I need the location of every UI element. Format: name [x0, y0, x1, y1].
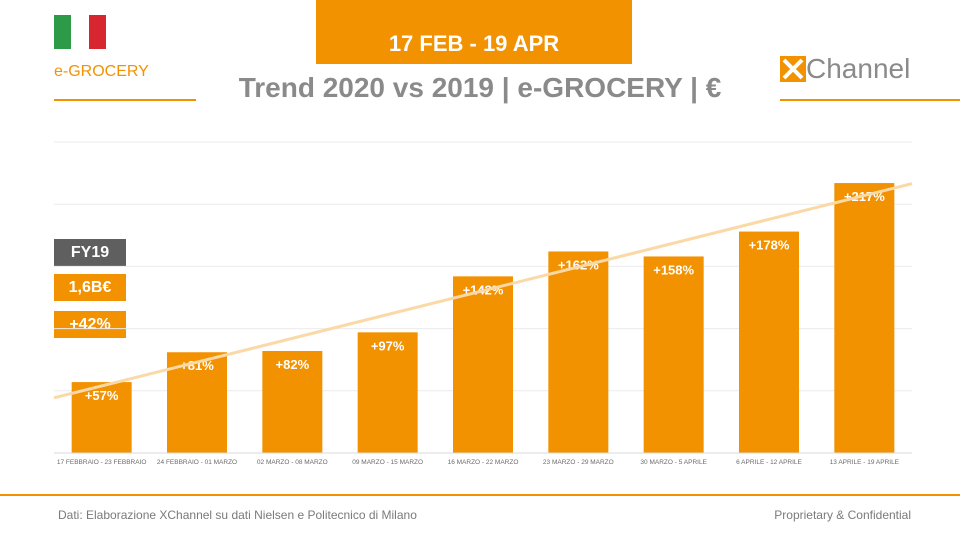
bar-chart: +57% 17 FEBBRAIO - 23 FEBBRAIO +81% 24 FEBB… — [53, 141, 913, 466]
source-note: Dati: Elaborazione XChannel su dati Niel… — [58, 508, 417, 522]
date-range-text: 17 FEB - 19 APR — [388, 31, 560, 56]
confidential-note: Proprietary & Confidential — [774, 508, 911, 522]
fy-value-badge: 1,6B€ — [54, 274, 126, 301]
bar — [453, 276, 513, 453]
data-label: +178% — [749, 238, 790, 253]
logo-text: Channel — [806, 53, 911, 84]
xchannel-logo: Channel — [780, 53, 911, 84]
category-label: 16 MARZO - 22 MARZO — [448, 459, 519, 466]
logo-underline — [780, 99, 960, 101]
footer-divider — [0, 494, 960, 496]
data-label: +81% — [180, 358, 214, 373]
category-label: 17 FEBBRAIO - 23 FEBBRAIO — [57, 459, 147, 466]
data-label: +158% — [653, 262, 694, 277]
category-label: 23 MARZO - 29 MARZO — [543, 459, 614, 466]
brand-label: e-GROCERY — [54, 63, 149, 80]
bar — [357, 332, 418, 453]
category-label: 02 MARZO - 08 MARZO — [257, 459, 328, 466]
data-label: +82% — [276, 357, 310, 372]
bar — [739, 231, 799, 453]
trend-line — [53, 182, 913, 400]
category-label: 30 MARZO - 5 APRILE — [640, 459, 707, 466]
category-label: 09 MARZO - 15 MARZO — [352, 459, 423, 466]
bar — [167, 352, 227, 453]
date-range-banner: 17 FEB - 19 APR — [316, 0, 632, 64]
page-title: Trend 2020 vs 2019 | e-GROCERY | € — [238, 72, 722, 103]
bar — [262, 350, 323, 453]
data-label: +97% — [371, 338, 405, 353]
bar — [71, 382, 132, 453]
italy-flag-icon — [54, 15, 106, 49]
category-label: 13 APRILE - 19 APRILE — [830, 459, 900, 466]
data-label: +57% — [85, 388, 119, 403]
bar — [643, 256, 704, 453]
bar — [834, 183, 895, 453]
category-label: 6 APRILE - 12 APRILE — [736, 459, 802, 466]
category-label: 24 FEBBRAIO - 01 MARZO — [157, 459, 237, 466]
x-logo-icon — [780, 56, 806, 82]
bar — [548, 251, 609, 453]
brand-underline — [54, 99, 196, 101]
fy-label-badge: FY19 — [54, 239, 126, 266]
